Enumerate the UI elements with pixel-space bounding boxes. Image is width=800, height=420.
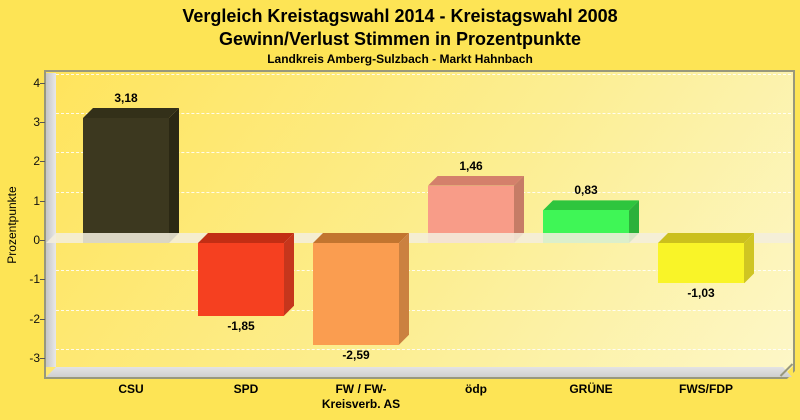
x-category-label: FW / FW- Kreisverb. AS xyxy=(321,382,401,411)
x-category-label: GRÜNE xyxy=(569,382,613,396)
gridline xyxy=(56,152,791,154)
y-tick-label: 4 xyxy=(33,75,40,90)
x-category-label: FWS/FDP xyxy=(679,382,733,396)
y-tick-label: 2 xyxy=(33,154,40,169)
gridline xyxy=(56,73,791,75)
y-axis-title: Prozentpunkte xyxy=(5,186,19,264)
y-tick-label: -3 xyxy=(29,350,40,365)
chart-caption: Landkreis Amberg-Sulzbach - Markt Hahnba… xyxy=(267,52,533,66)
gridline xyxy=(56,191,791,193)
plot-area xyxy=(46,72,793,377)
gridline xyxy=(56,270,791,272)
y-tick-label: 0 xyxy=(33,233,40,247)
chart-title-line2: Gewinn/Verlust Stimmen in Prozentpunkte xyxy=(218,29,582,49)
x-category-label: CSU xyxy=(118,382,144,396)
x-category-label: SPD xyxy=(233,382,259,396)
gridline xyxy=(56,309,791,311)
axis-floor xyxy=(46,367,792,377)
y-tick-mark xyxy=(40,122,45,124)
chart-header: Vergleich Kreistagswahl 2014 - Kreistags… xyxy=(0,0,800,66)
y-tick-label: -2 xyxy=(29,311,40,326)
gridline xyxy=(56,348,791,350)
y-tick-label: 3 xyxy=(33,115,40,130)
y-tick-mark xyxy=(40,200,45,202)
y-tick-label: 1 xyxy=(33,193,40,208)
x-category-label: ödp xyxy=(465,382,487,396)
y-tick-mark xyxy=(40,240,45,241)
y-tick-label: -1 xyxy=(29,272,40,287)
gridline xyxy=(56,113,791,115)
zero-plane-band xyxy=(46,233,793,243)
chart-title-line1: Vergleich Kreistagswahl 2014 - Kreistags… xyxy=(182,6,618,26)
y-tick-mark xyxy=(40,82,45,84)
y-tick-mark xyxy=(40,279,45,281)
y-tick-mark xyxy=(40,318,45,320)
y-tick-mark xyxy=(40,161,45,163)
y-tick-mark xyxy=(40,357,45,359)
axis-left-wall xyxy=(46,73,56,367)
